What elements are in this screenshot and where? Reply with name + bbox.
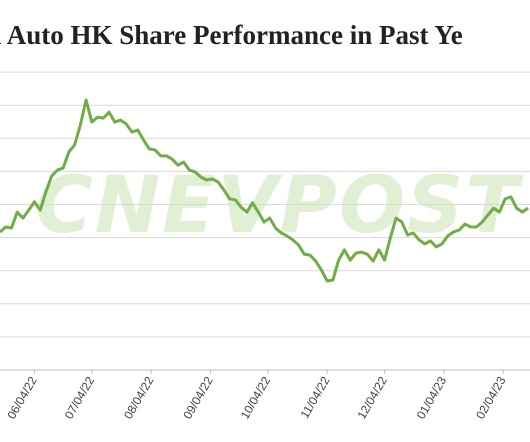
x-tick-label: 01/04/23: [414, 374, 450, 422]
x-tick-label: 10/04/22: [238, 374, 274, 422]
x-tick-label: 07/04/22: [62, 374, 98, 422]
x-tick-label: 06/04/22: [4, 374, 40, 422]
x-tick-label: 08/04/22: [121, 374, 157, 422]
x-tick-label: 02/04/23: [473, 374, 509, 422]
x-tick-label: 12/04/22: [354, 374, 390, 422]
x-tick-label: 11/04/22: [297, 374, 332, 421]
x-tick-label: 09/04/22: [180, 374, 216, 422]
chart-title: i Auto HK Share Performance in Past Ye: [0, 20, 463, 50]
price-line: [0, 98, 529, 283]
watermark: CNEVPOST: [35, 161, 524, 251]
